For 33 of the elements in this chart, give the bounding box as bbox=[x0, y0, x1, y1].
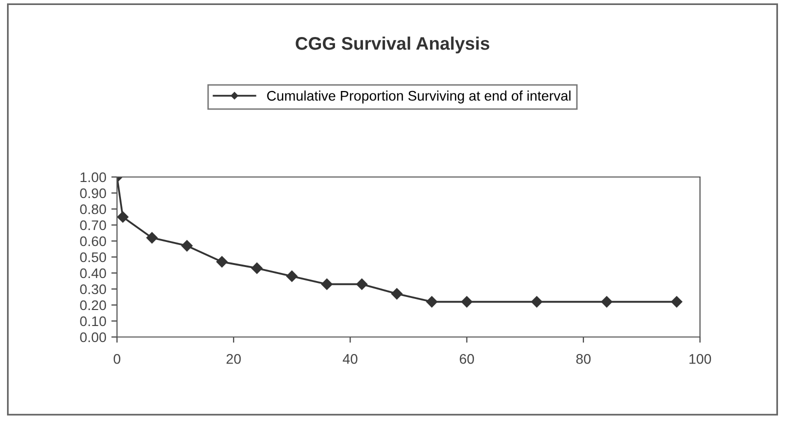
chart-title: CGG Survival Analysis bbox=[296, 36, 490, 54]
y-tick-label: 0.00 bbox=[80, 332, 106, 342]
y-tick-label: 1.00 bbox=[80, 172, 106, 182]
point bbox=[531, 296, 542, 308]
point bbox=[146, 232, 158, 244]
y-tick-label: 0.90 bbox=[80, 188, 106, 198]
point bbox=[286, 270, 298, 282]
x-tick-label: 80 bbox=[576, 354, 591, 364]
x-tick-label: 100 bbox=[689, 354, 712, 364]
y-tick-label: 0.50 bbox=[80, 252, 106, 262]
y-tick-label: 0.40 bbox=[80, 268, 106, 278]
x-tick-label: 40 bbox=[342, 354, 358, 364]
point bbox=[601, 296, 612, 308]
point bbox=[117, 211, 128, 223]
point bbox=[251, 262, 263, 274]
x-tick-label: 0 bbox=[114, 354, 120, 364]
point bbox=[356, 278, 368, 290]
point bbox=[426, 296, 438, 308]
point bbox=[181, 240, 193, 252]
y-tick-label: 0.10 bbox=[80, 316, 106, 326]
y-tick-label: 0.20 bbox=[80, 300, 106, 310]
x-tick-label: 20 bbox=[226, 354, 241, 364]
legend-label: Cumulative Proportion Surviving at end of interval bbox=[267, 90, 570, 104]
point bbox=[391, 288, 402, 300]
point bbox=[461, 296, 472, 308]
y-tick-label: 0.30 bbox=[80, 284, 106, 294]
y-tick-label: 0.70 bbox=[80, 220, 106, 230]
point bbox=[321, 278, 332, 290]
point bbox=[216, 256, 228, 268]
x-tick-label: 60 bbox=[460, 354, 474, 364]
y-tick-label: 0.60 bbox=[80, 236, 106, 246]
y-tick-label: 0.80 bbox=[80, 204, 106, 214]
point bbox=[671, 296, 682, 308]
